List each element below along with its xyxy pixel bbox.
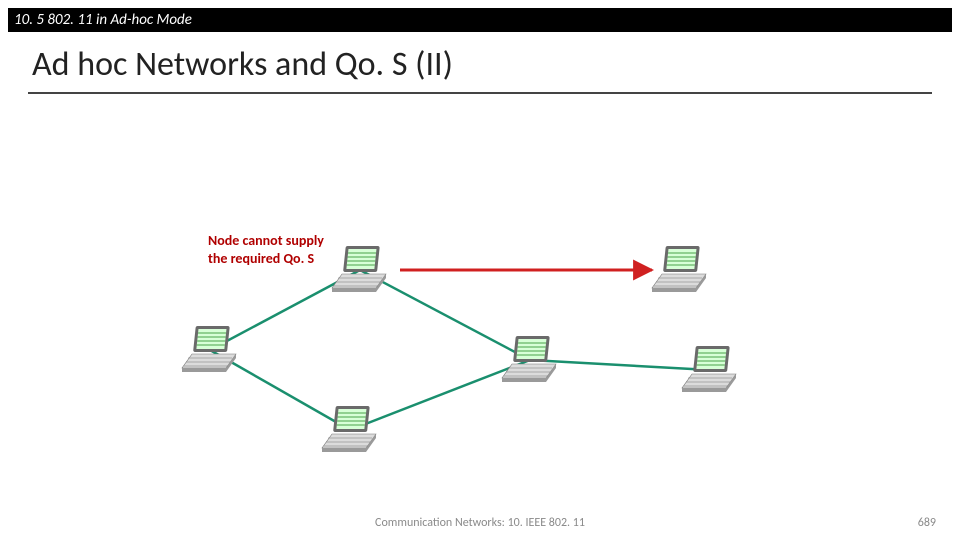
footer-page-number: 689	[918, 516, 936, 530]
laptop-icon	[678, 344, 742, 396]
page-title: Ad hoc Networks and Qo. S (II)	[32, 44, 453, 85]
laptop-icon	[178, 324, 242, 376]
title-underline	[28, 92, 932, 94]
section-header: 10. 5 802. 11 in Ad-hoc Mode	[8, 8, 952, 32]
footer-center: Communication Networks: 10. IEEE 802. 11	[0, 516, 960, 530]
laptop-icon	[328, 244, 392, 296]
qos-warning-line2: the required Qo. S	[208, 250, 314, 267]
qos-warning-line1: Node cannot supply	[208, 232, 324, 249]
laptop-icon	[498, 334, 562, 386]
laptop-icon	[318, 404, 382, 456]
laptop-icon	[648, 244, 712, 296]
qos-warning-label: Node cannot supply the required Qo. S	[208, 232, 324, 267]
network-diagram: Node cannot supply the required Qo. S	[150, 150, 810, 460]
network-edges-layer	[150, 150, 810, 460]
